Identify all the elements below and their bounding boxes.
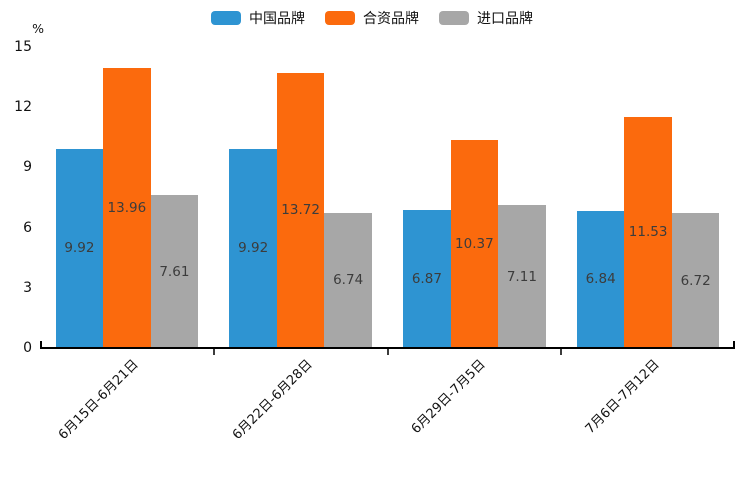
bar xyxy=(103,67,151,348)
bar xyxy=(450,139,499,348)
bar xyxy=(276,72,325,348)
y-axis-unit-label: % xyxy=(32,21,44,36)
bar-value-label: 11.53 xyxy=(628,224,668,241)
y-axis-tick-label: 6 xyxy=(23,219,32,236)
y-axis-tick-label: 12 xyxy=(14,99,32,116)
y-axis-tick-label: 0 xyxy=(23,340,32,356)
legend-label: 合资品牌 xyxy=(363,11,419,27)
y-axis-tick-label: 15 xyxy=(14,39,32,55)
bar xyxy=(324,212,372,348)
bar-value-label: 13.72 xyxy=(281,202,320,219)
bar xyxy=(498,205,546,348)
bar xyxy=(55,148,104,348)
bar-value-label: 13.96 xyxy=(107,199,147,216)
bar-value-label: 6.72 xyxy=(680,272,711,289)
x-axis-tick xyxy=(212,349,215,355)
bar xyxy=(403,210,451,348)
legend-item: 合资品牌 xyxy=(325,8,419,28)
bar xyxy=(576,210,625,348)
bar-value-label: 9.92 xyxy=(238,240,269,257)
x-axis-label: 6月15日-6月21日 xyxy=(55,357,142,443)
legend-swatch xyxy=(439,11,469,25)
bar-value-label: 9.92 xyxy=(64,240,95,257)
legend-item: 中国品牌 xyxy=(211,8,305,28)
bar-value-label: 6.74 xyxy=(333,272,364,289)
x-axis-tick xyxy=(386,349,389,355)
y-axis-tick-label: 9 xyxy=(23,159,32,176)
x-axis-line xyxy=(40,347,735,349)
x-axis-label: 7月6日-7月12日 xyxy=(582,357,663,437)
legend-label: 进口品牌 xyxy=(477,11,533,27)
bar-value-label: 6.87 xyxy=(411,271,442,288)
x-axis-label: 6月22日-6月28日 xyxy=(229,357,316,443)
legend-swatch xyxy=(211,11,241,25)
y-axis-tick-label: 3 xyxy=(23,279,32,296)
bar xyxy=(229,148,277,348)
legend-swatch xyxy=(325,11,355,25)
x-axis-end-tick xyxy=(40,341,42,347)
bar-value-label: 10.37 xyxy=(455,235,494,252)
legend-label: 中国品牌 xyxy=(249,11,305,27)
bar xyxy=(150,195,199,348)
x-axis-tick xyxy=(560,349,563,355)
bar-value-label: 7.61 xyxy=(159,263,190,280)
x-axis-end-tick xyxy=(733,341,735,347)
legend: 中国品牌 合资品牌 进口品牌 xyxy=(0,8,744,28)
bar xyxy=(671,213,720,348)
bar xyxy=(624,116,672,348)
bar-value-label: 7.11 xyxy=(506,268,537,285)
x-axis-label: 6月29日-7月5日 xyxy=(409,357,489,437)
legend-item: 进口品牌 xyxy=(439,8,533,28)
bar-value-label: 6.84 xyxy=(585,271,616,288)
